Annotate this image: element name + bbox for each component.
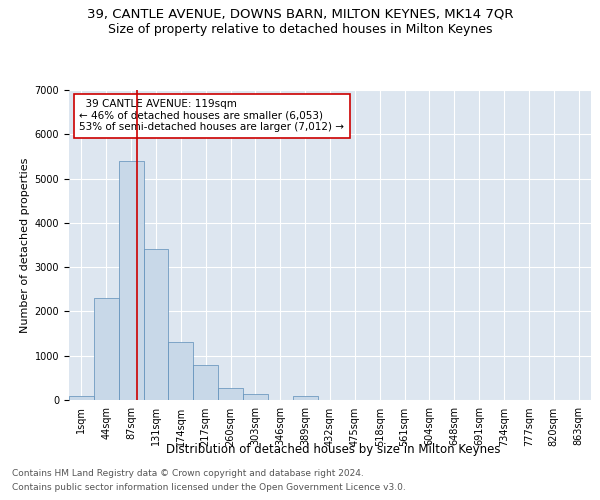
Text: Contains HM Land Registry data © Crown copyright and database right 2024.: Contains HM Land Registry data © Crown c… xyxy=(12,468,364,477)
Bar xyxy=(243,394,268,400)
Text: 39, CANTLE AVENUE, DOWNS BARN, MILTON KEYNES, MK14 7QR: 39, CANTLE AVENUE, DOWNS BARN, MILTON KE… xyxy=(87,8,513,20)
Bar xyxy=(193,364,218,400)
Bar xyxy=(94,298,119,400)
Bar xyxy=(143,250,169,400)
Text: 39 CANTLE AVENUE: 119sqm
← 46% of detached houses are smaller (6,053)
53% of sem: 39 CANTLE AVENUE: 119sqm ← 46% of detach… xyxy=(79,100,344,132)
Bar xyxy=(119,161,143,400)
Text: Distribution of detached houses by size in Milton Keynes: Distribution of detached houses by size … xyxy=(166,442,500,456)
Text: Contains public sector information licensed under the Open Government Licence v3: Contains public sector information licen… xyxy=(12,484,406,492)
Y-axis label: Number of detached properties: Number of detached properties xyxy=(20,158,31,332)
Bar xyxy=(293,396,317,400)
Text: Size of property relative to detached houses in Milton Keynes: Size of property relative to detached ho… xyxy=(108,22,492,36)
Bar xyxy=(169,342,193,400)
Bar xyxy=(69,396,94,400)
Bar xyxy=(218,388,243,400)
